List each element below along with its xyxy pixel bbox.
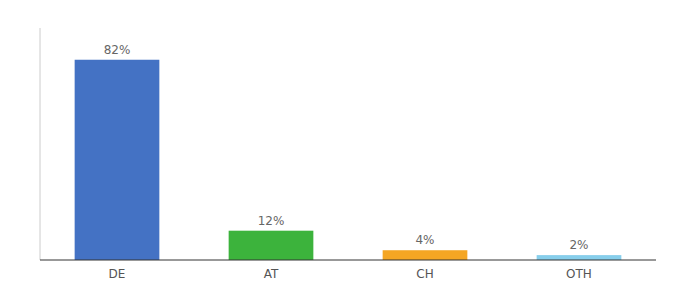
data-label: 12% <box>258 214 285 228</box>
x-axis-line <box>40 260 656 261</box>
x-tick-label: AT <box>264 267 279 281</box>
bar <box>537 255 622 260</box>
chart-container: DE AT CH OTH 82% 12% 4% 2% <box>0 0 680 300</box>
bar <box>383 250 468 260</box>
data-label: 4% <box>415 233 434 247</box>
y-axis-line <box>40 28 41 260</box>
bars <box>75 60 622 260</box>
x-tick-label: DE <box>109 267 126 281</box>
bar <box>75 60 160 260</box>
x-tick-label: OTH <box>566 267 592 281</box>
data-label: 82% <box>104 43 131 57</box>
x-tick-label: CH <box>416 267 433 281</box>
bar <box>229 231 314 260</box>
chart-svg: DE AT CH OTH 82% 12% 4% 2% <box>0 0 680 300</box>
data-label: 2% <box>569 238 588 252</box>
